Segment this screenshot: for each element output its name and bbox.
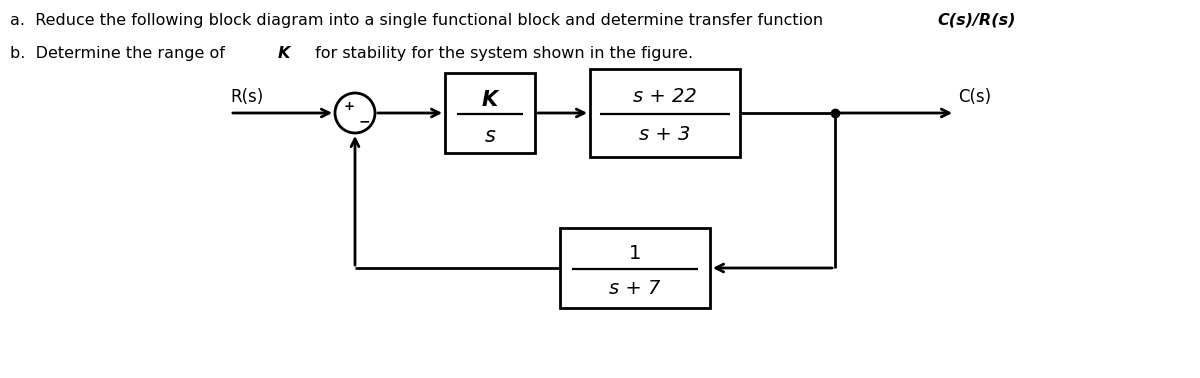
Text: K: K bbox=[278, 46, 290, 61]
Bar bbox=[445, 73, 535, 153]
Text: C(s): C(s) bbox=[958, 88, 991, 106]
Text: −: − bbox=[358, 114, 370, 128]
Text: 1: 1 bbox=[629, 245, 641, 263]
Text: +: + bbox=[343, 101, 354, 113]
Text: s: s bbox=[485, 126, 496, 146]
Text: s + 7: s + 7 bbox=[610, 279, 661, 297]
Text: s + 22: s + 22 bbox=[634, 87, 697, 107]
Text: R(s): R(s) bbox=[230, 88, 263, 106]
Text: for stability for the system shown in the figure.: for stability for the system shown in th… bbox=[310, 46, 694, 61]
Text: C(s)/R(s): C(s)/R(s) bbox=[937, 13, 1015, 28]
Text: b.  Determine the range of: b. Determine the range of bbox=[10, 46, 230, 61]
Text: a.  Reduce the following block diagram into a single functional block and determ: a. Reduce the following block diagram in… bbox=[10, 13, 828, 28]
Text: K: K bbox=[482, 90, 498, 110]
Bar bbox=[560, 228, 710, 308]
Bar bbox=[590, 69, 740, 157]
Text: s + 3: s + 3 bbox=[640, 125, 691, 144]
